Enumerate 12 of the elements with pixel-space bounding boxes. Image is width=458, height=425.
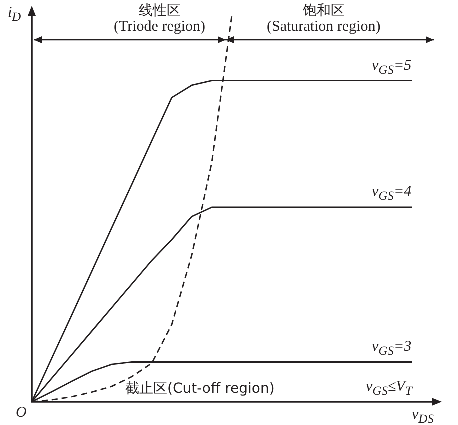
series-label: v$_{GS}$=5 — [372, 58, 412, 77]
series-label: v$_{GS}$≤V$_{T}$ — [366, 379, 412, 398]
annotation: 饱和区 — [303, 3, 345, 19]
annotation: (Saturation region) — [267, 19, 381, 35]
series-label: v$_{GS}$=4 — [372, 184, 412, 204]
y-axis-title: i$_{D}$ — [8, 5, 22, 24]
annotation: 截止区(Cut-off region) — [126, 381, 275, 397]
x-axis-title: v$_{DS}$ — [412, 407, 434, 425]
series-label: v$_{GS}$=3 — [372, 339, 412, 358]
text: O — [16, 405, 27, 421]
annotation: (Triode region) — [114, 19, 206, 35]
annotation: 线性区 — [139, 3, 181, 19]
